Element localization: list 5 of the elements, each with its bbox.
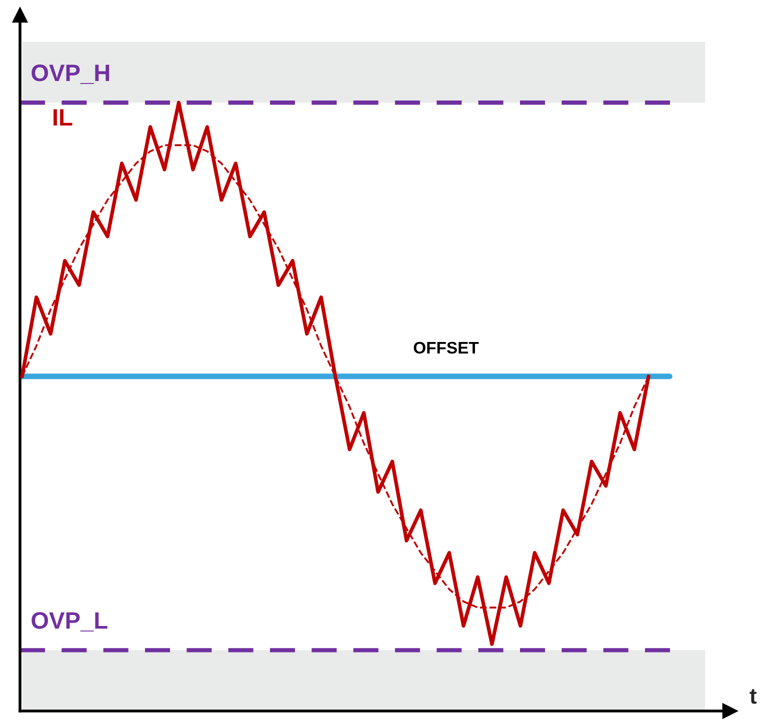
ref-line-label: OFFSET <box>414 342 479 354</box>
ref-line-label: OVP_H <box>32 64 110 84</box>
x-axis-title: t <box>750 689 757 704</box>
text: IL <box>54 109 72 126</box>
ref-line-label: OVP_L <box>32 612 108 632</box>
